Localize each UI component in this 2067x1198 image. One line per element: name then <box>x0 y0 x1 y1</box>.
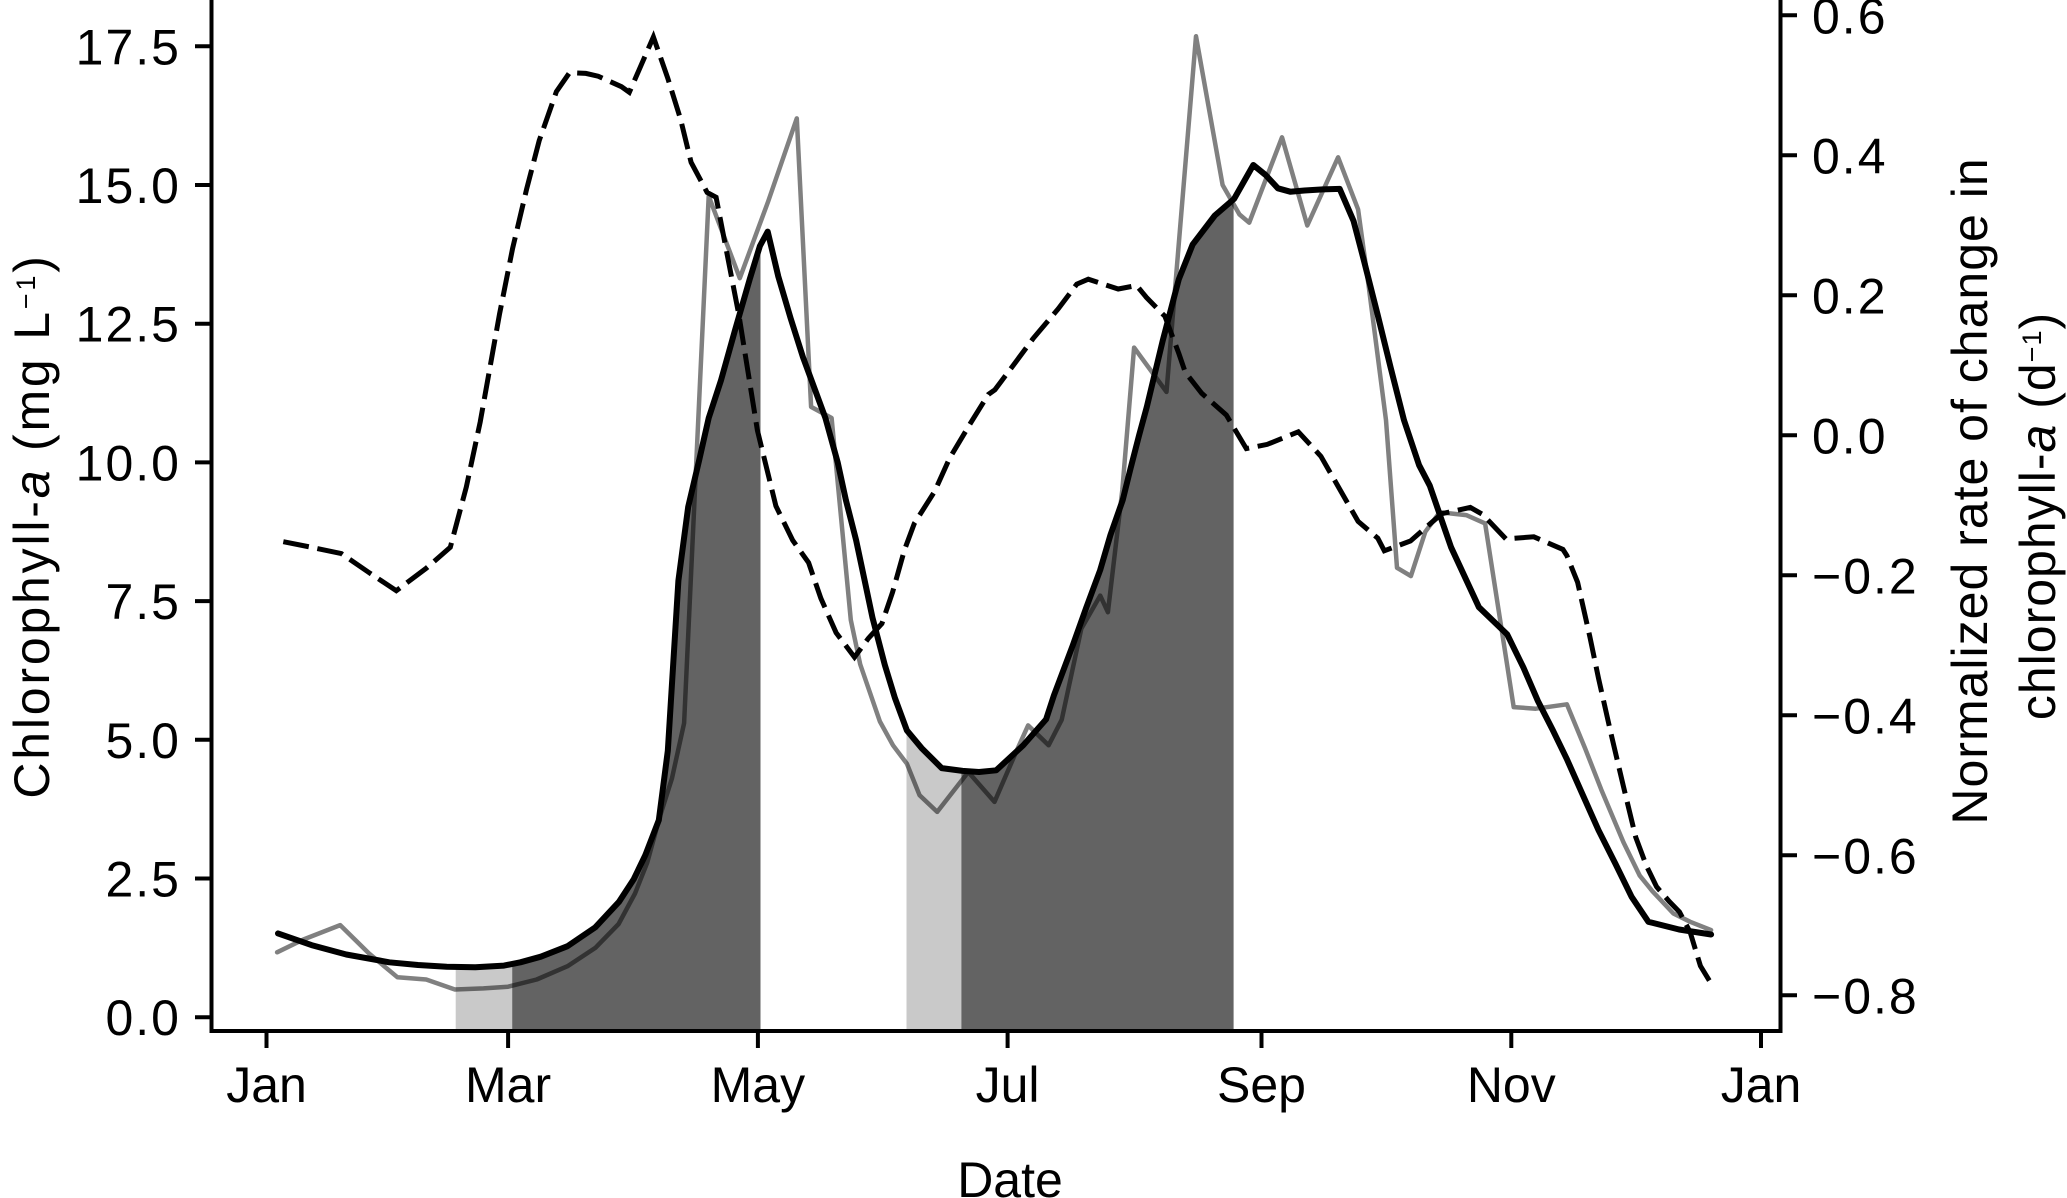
svg-text:Chlorophyll-a (mg L−1): Chlorophyll-a (mg L−1) <box>4 253 60 798</box>
svg-text:Jan: Jan <box>1721 1057 1802 1113</box>
svg-text:May: May <box>711 1057 805 1113</box>
svg-text:−0.2: −0.2 <box>1812 548 1919 604</box>
svg-text:Normalized rate of change in: Normalized rate of change in <box>1942 157 1998 824</box>
svg-text:−0.4: −0.4 <box>1812 688 1919 744</box>
svg-text:10.0: 10.0 <box>76 435 181 491</box>
svg-text:0.0: 0.0 <box>1812 408 1888 464</box>
svg-text:7.5: 7.5 <box>105 574 181 630</box>
svg-text:Jul: Jul <box>976 1057 1040 1113</box>
svg-text:15.0: 15.0 <box>76 158 181 214</box>
svg-text:12.5: 12.5 <box>76 297 181 353</box>
svg-text:Date: Date <box>957 1152 1063 1198</box>
svg-text:−0.6: −0.6 <box>1812 828 1919 884</box>
svg-text:−0.8: −0.8 <box>1812 968 1919 1024</box>
svg-text:0.4: 0.4 <box>1812 128 1888 184</box>
svg-text:Sep: Sep <box>1217 1057 1306 1113</box>
svg-text:Mar: Mar <box>465 1057 551 1113</box>
svg-text:chlorophyll-a (d−1): chlorophyll-a (d−1) <box>2010 312 2066 720</box>
svg-text:17.5: 17.5 <box>76 19 181 75</box>
svg-text:Jan: Jan <box>226 1057 307 1113</box>
svg-text:0.6: 0.6 <box>1812 0 1888 44</box>
svg-text:5.0: 5.0 <box>105 713 181 769</box>
svg-text:Nov: Nov <box>1467 1057 1556 1113</box>
svg-text:0.2: 0.2 <box>1812 268 1888 324</box>
svg-text:0.0: 0.0 <box>105 990 181 1046</box>
svg-text:2.5: 2.5 <box>105 852 181 908</box>
